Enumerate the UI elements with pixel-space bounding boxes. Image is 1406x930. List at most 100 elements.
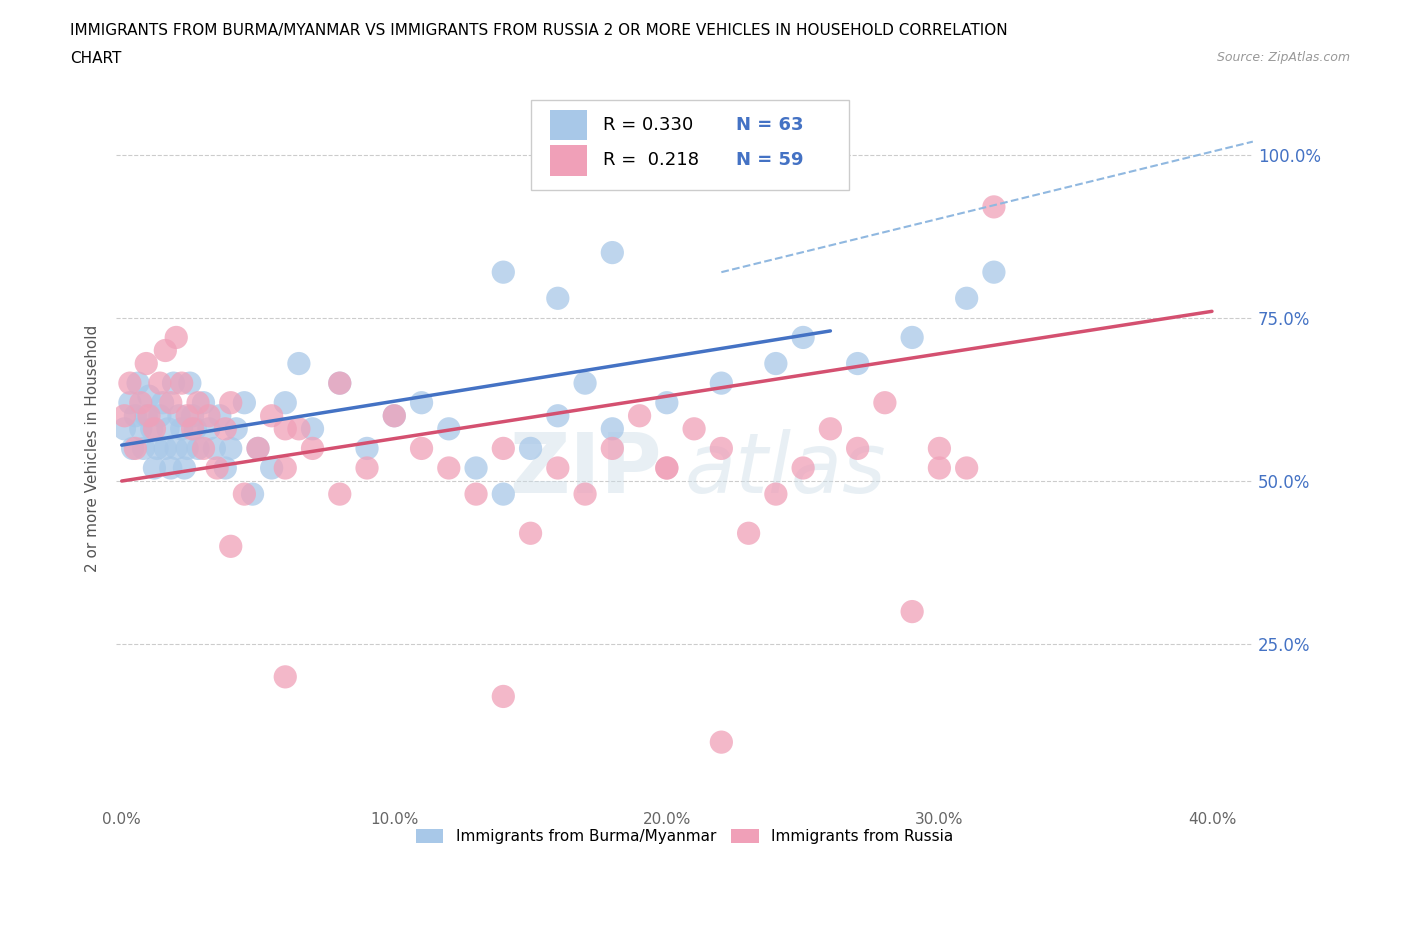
Point	[602, 421, 624, 436]
Point	[737, 525, 759, 540]
Point	[329, 376, 352, 391]
Point	[149, 376, 172, 391]
Point	[187, 441, 209, 456]
Point	[135, 408, 157, 423]
Point	[574, 486, 596, 501]
Y-axis label: 2 or more Vehicles in Household: 2 or more Vehicles in Household	[86, 325, 100, 572]
Point	[956, 291, 979, 306]
Point	[138, 389, 160, 404]
Text: N = 63: N = 63	[735, 115, 803, 134]
Point	[225, 421, 247, 436]
Point	[247, 441, 270, 456]
Legend: Immigrants from Burma/Myanmar, Immigrants from Russia: Immigrants from Burma/Myanmar, Immigrant…	[409, 823, 959, 850]
Point	[165, 441, 187, 456]
Point	[301, 441, 323, 456]
Point	[242, 486, 264, 501]
Point	[149, 408, 172, 423]
Point	[165, 330, 187, 345]
Point	[219, 395, 242, 410]
Point	[124, 441, 146, 456]
Point	[683, 421, 706, 436]
Point	[179, 376, 201, 391]
Point	[118, 376, 141, 391]
Text: atlas: atlas	[685, 430, 886, 511]
Point	[141, 421, 163, 436]
Point	[846, 441, 869, 456]
Point	[159, 460, 181, 475]
Point	[411, 395, 433, 410]
Point	[710, 441, 733, 456]
Point	[129, 395, 152, 410]
Point	[465, 486, 488, 501]
Point	[356, 441, 378, 456]
Point	[184, 421, 207, 436]
Point	[173, 460, 195, 475]
Point	[114, 408, 136, 423]
Point	[162, 376, 184, 391]
Point	[820, 421, 842, 436]
Point	[274, 395, 297, 410]
Point	[143, 460, 166, 475]
Point	[121, 441, 143, 456]
Point	[198, 421, 221, 436]
Point	[710, 735, 733, 750]
Point	[193, 395, 215, 410]
Point	[138, 408, 160, 423]
Point	[170, 376, 193, 391]
Point	[873, 395, 896, 410]
Text: IMMIGRANTS FROM BURMA/MYANMAR VS IMMIGRANTS FROM RUSSIA 2 OR MORE VEHICLES IN HO: IMMIGRANTS FROM BURMA/MYANMAR VS IMMIGRA…	[70, 23, 1008, 38]
Point	[574, 376, 596, 391]
Bar	[550, 110, 586, 140]
Text: R =  0.218: R = 0.218	[603, 152, 699, 169]
Point	[260, 460, 283, 475]
Point	[214, 460, 236, 475]
Bar	[550, 145, 586, 176]
Point	[765, 486, 787, 501]
Text: R = 0.330: R = 0.330	[603, 115, 693, 134]
Point	[492, 265, 515, 280]
Point	[288, 421, 311, 436]
Point	[765, 356, 787, 371]
Point	[846, 356, 869, 371]
Point	[157, 421, 180, 436]
Point	[329, 486, 352, 501]
Point	[437, 421, 460, 436]
Point	[288, 356, 311, 371]
Text: Source: ZipAtlas.com: Source: ZipAtlas.com	[1216, 51, 1350, 64]
Point	[181, 408, 204, 423]
Point	[132, 441, 155, 456]
Point	[219, 538, 242, 553]
Point	[198, 408, 221, 423]
Point	[159, 395, 181, 410]
Point	[274, 460, 297, 475]
Point	[602, 441, 624, 456]
Point	[187, 395, 209, 410]
Point	[792, 330, 814, 345]
Point	[519, 441, 541, 456]
Point	[247, 441, 270, 456]
Point	[628, 408, 651, 423]
Point	[901, 330, 924, 345]
Point	[411, 441, 433, 456]
Point	[983, 265, 1005, 280]
Text: CHART: CHART	[70, 51, 122, 66]
Point	[382, 408, 405, 423]
Point	[167, 408, 190, 423]
Point	[710, 376, 733, 391]
Point	[655, 460, 678, 475]
Point	[143, 421, 166, 436]
Point	[547, 291, 569, 306]
Point	[519, 525, 541, 540]
Point	[274, 670, 297, 684]
Point	[170, 421, 193, 436]
Point	[792, 460, 814, 475]
Point	[602, 246, 624, 260]
Point	[382, 408, 405, 423]
Point	[202, 441, 225, 456]
Point	[329, 376, 352, 391]
Point	[135, 356, 157, 371]
Point	[233, 486, 256, 501]
Point	[465, 460, 488, 475]
Point	[127, 376, 149, 391]
FancyBboxPatch shape	[531, 100, 849, 190]
